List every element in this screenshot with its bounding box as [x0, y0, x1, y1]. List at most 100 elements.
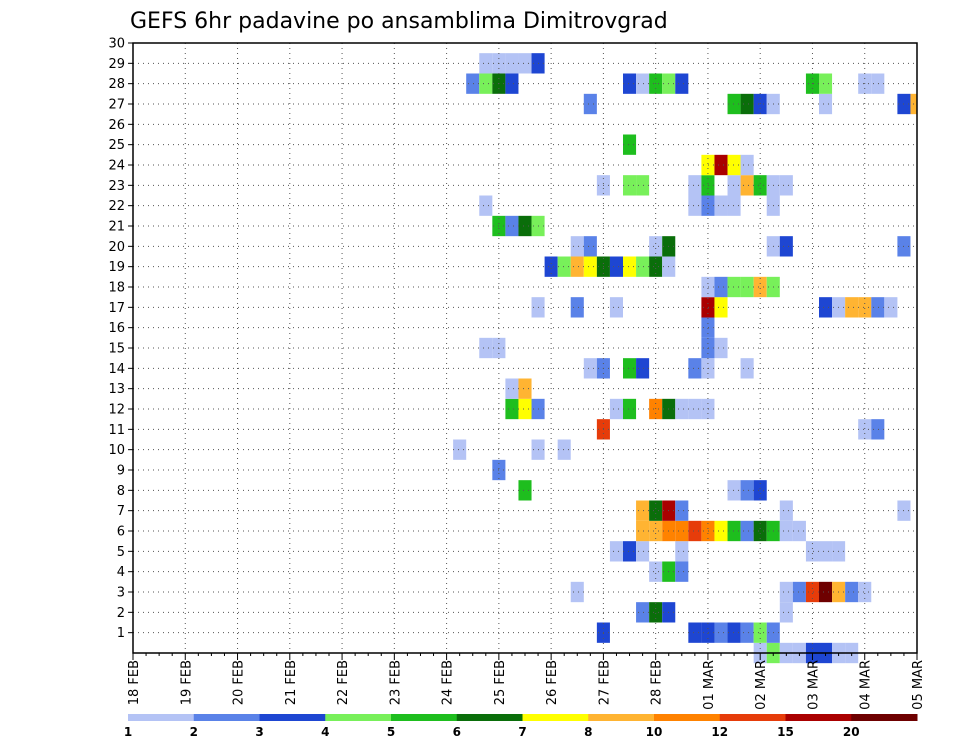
heatmap-cell	[518, 215, 532, 237]
heatmap-cell	[740, 358, 754, 379]
heatmap-cell	[636, 73, 650, 94]
y-tick-label: 28	[108, 77, 125, 92]
heatmap-cell	[570, 581, 584, 603]
plot-frame	[132, 42, 918, 654]
x-tick-label: 24 FEB	[441, 660, 456, 705]
heatmap-cell	[518, 480, 532, 501]
heatmap-cell	[583, 93, 597, 115]
x-tick-label: 01 MAR	[702, 660, 717, 710]
heatmap-cell	[688, 175, 702, 196]
heatmap-cell	[701, 195, 715, 216]
heatmap-cell	[688, 195, 702, 216]
heatmap-cell	[609, 398, 623, 420]
legend-swatch	[325, 714, 392, 721]
heatmap-cell	[688, 358, 702, 379]
y-tick-label: 11	[108, 423, 125, 438]
heatmap-cell	[505, 398, 519, 420]
heatmap-cell	[792, 520, 806, 542]
y-tick-label: 6	[117, 525, 125, 540]
heatmap-cell	[779, 581, 793, 603]
y-tick-label: 13	[108, 382, 125, 397]
x-tick-label: 02 MAR	[754, 660, 769, 710]
heatmap-cell	[701, 297, 715, 318]
y-tick-label: 4	[117, 565, 125, 580]
legend-label: 6	[453, 725, 461, 739]
heatmap-cell	[740, 520, 754, 542]
heatmap-cell	[570, 256, 584, 277]
heatmap-cell	[727, 175, 741, 196]
heatmap-cell	[701, 520, 715, 542]
heatmap-cell	[623, 175, 637, 196]
heatmap-cell	[753, 480, 767, 501]
heatmap-cell	[636, 175, 650, 196]
y-tick-label: 27	[108, 98, 125, 113]
y-tick-label: 10	[108, 443, 125, 458]
heatmap-cell	[649, 520, 663, 542]
heatmap-cell	[714, 622, 728, 643]
heatmap-cell	[675, 398, 689, 420]
heatmap-cell	[740, 93, 754, 115]
legend-label: 7	[518, 725, 526, 739]
y-tick-label: 5	[117, 545, 125, 560]
heatmap-cell	[636, 500, 650, 521]
heatmap-cell	[779, 520, 793, 542]
heatmap-cell	[727, 480, 741, 501]
legend-swatch	[851, 714, 918, 721]
heatmap-cell	[623, 73, 637, 94]
legend-label: 5	[387, 725, 395, 739]
heatmap-cell	[740, 622, 754, 643]
heatmap-cell	[649, 602, 663, 623]
y-tick-label: 14	[108, 362, 125, 377]
heatmap-cell	[779, 175, 793, 196]
heatmap-cell	[819, 541, 833, 562]
heatmap-cell	[505, 53, 519, 74]
heatmap-cell	[701, 175, 715, 196]
legend-label: 3	[255, 725, 263, 739]
heatmap-cell	[858, 297, 872, 318]
y-axis: 1234567891011121314151617181920212223242…	[108, 37, 133, 641]
legend-swatch	[719, 714, 786, 721]
legend-label: 20	[843, 725, 860, 739]
heatmap-cell	[858, 581, 872, 603]
legend-swatch	[128, 714, 195, 721]
legend-swatch	[456, 714, 523, 721]
heatmap-cell	[636, 520, 650, 542]
y-tick-label: 23	[108, 179, 125, 194]
heatmap-cell	[636, 602, 650, 623]
heatmap-cell	[819, 297, 833, 318]
x-tick-label: 26 FEB	[545, 660, 560, 705]
y-tick-label: 20	[108, 240, 125, 255]
heatmap-cell	[505, 378, 519, 399]
y-tick-label: 12	[108, 403, 125, 418]
y-tick-label: 24	[108, 159, 125, 174]
heatmap-cell	[688, 398, 702, 420]
legend-label: 2	[190, 725, 198, 739]
heatmap-cell	[479, 53, 493, 74]
heatmap-cell	[675, 541, 689, 562]
x-tick-label: 04 MAR	[859, 660, 874, 710]
legend-swatch	[522, 714, 589, 721]
heatmap-cell	[544, 256, 558, 277]
heatmap-cell	[583, 256, 597, 277]
heatmap-cell	[583, 358, 597, 379]
heatmap-cell	[518, 378, 532, 399]
heatmap-cell	[805, 541, 819, 562]
heatmap-cell	[871, 297, 885, 318]
heatmap-cell	[701, 276, 715, 298]
heatmap-cells	[453, 53, 917, 664]
legend-label: 10	[646, 725, 663, 739]
heatmap-cell	[675, 520, 689, 542]
heatmap-cell	[675, 500, 689, 521]
heatmap-cell	[688, 622, 702, 643]
heatmap-cell	[753, 175, 767, 196]
y-tick-label: 25	[108, 138, 125, 153]
y-tick-label: 9	[117, 464, 125, 479]
x-tick-label: 27 FEB	[597, 660, 612, 705]
y-tick-label: 18	[108, 281, 125, 296]
heatmap-cell	[505, 215, 519, 237]
heatmap-cell	[609, 256, 623, 277]
heatmap-cell	[845, 581, 859, 603]
grid-lines	[133, 43, 917, 653]
y-tick-label: 15	[108, 342, 125, 357]
heatmap-cell	[740, 276, 754, 298]
